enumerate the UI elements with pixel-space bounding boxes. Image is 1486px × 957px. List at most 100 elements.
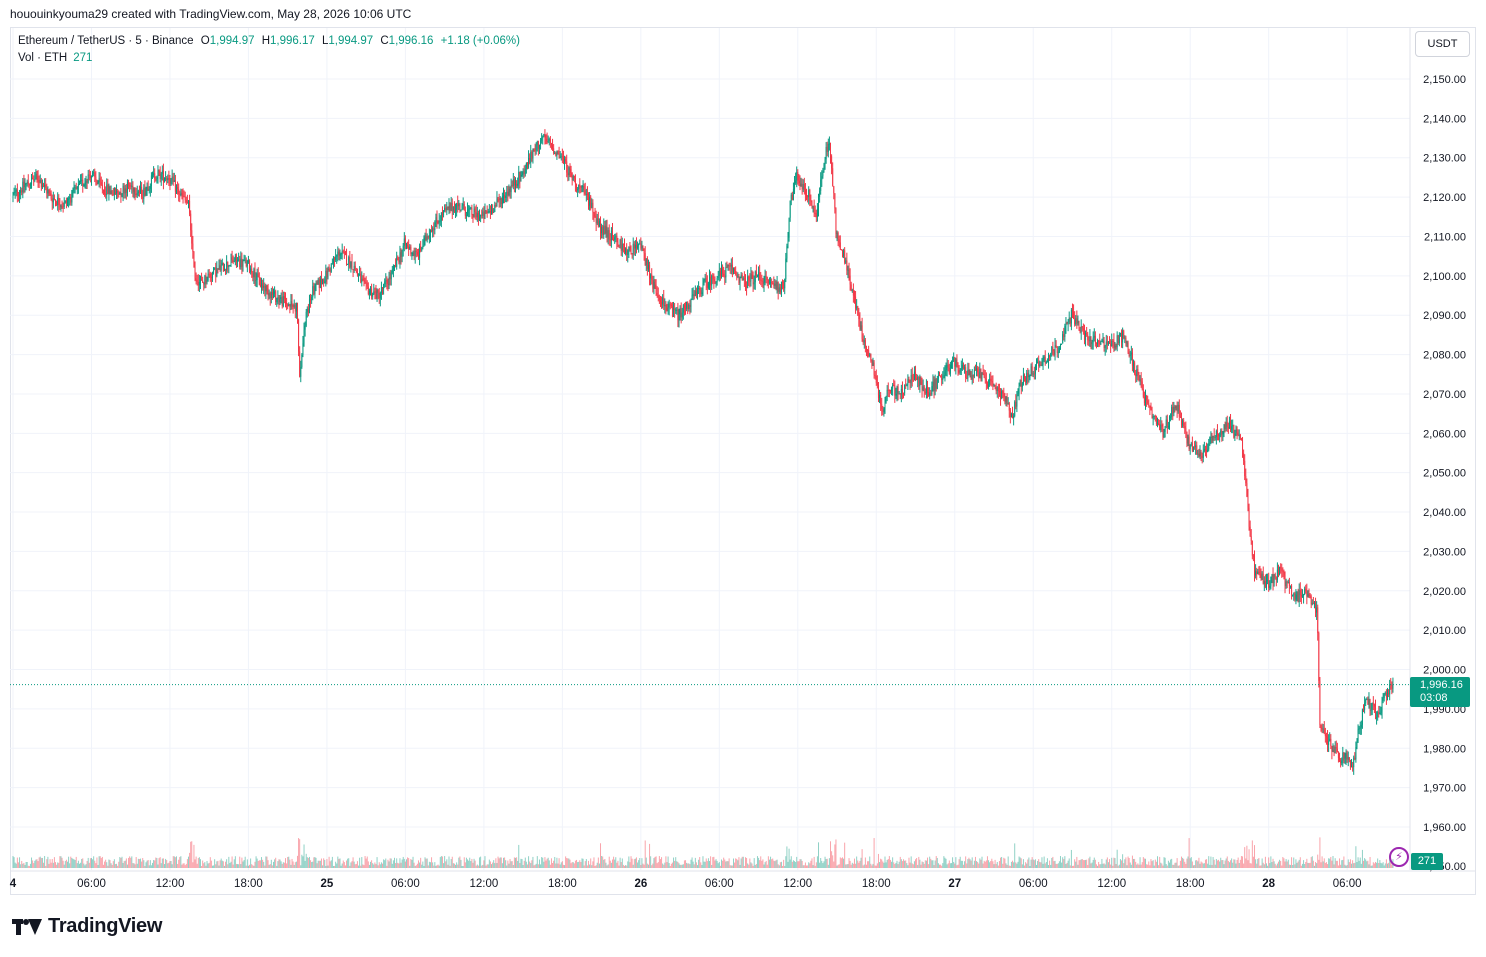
candle-body <box>126 182 128 193</box>
volume-bar <box>1020 858 1022 868</box>
volume-bar <box>431 857 433 868</box>
volume-bar <box>524 857 526 868</box>
volume-bar <box>1051 857 1053 868</box>
candle-body <box>439 220 441 222</box>
candle-body <box>1224 424 1226 430</box>
volume-bar <box>1031 857 1033 868</box>
candle-body <box>253 269 255 278</box>
candle-body <box>368 290 370 295</box>
candle-body <box>780 281 782 293</box>
volume-bar <box>1311 856 1313 868</box>
volume-bar <box>858 862 860 868</box>
volume-bar <box>1038 859 1040 868</box>
candle-body <box>1038 361 1040 366</box>
candle-body <box>947 364 949 368</box>
volume-bar <box>924 860 926 868</box>
candle-body <box>819 190 821 197</box>
volume-bar <box>78 863 80 868</box>
volume-bar <box>394 857 395 868</box>
candle-body <box>535 144 537 151</box>
time-tick-label: 12:00 <box>783 878 812 890</box>
candle-body <box>203 282 205 285</box>
volume-bar <box>120 857 122 868</box>
candle-body <box>1150 408 1152 411</box>
volume-bar <box>73 859 75 868</box>
candle-body <box>783 282 785 289</box>
candle-body <box>1086 333 1088 335</box>
volume-bar <box>85 864 87 868</box>
candle-body <box>138 191 140 193</box>
candle-body <box>172 176 174 182</box>
volume-bar <box>1016 863 1018 868</box>
volume-bar <box>859 860 861 868</box>
volume-bar <box>552 863 554 868</box>
candle-body <box>763 282 765 285</box>
candle-body <box>981 372 983 380</box>
bolt-icon[interactable]: ⚡ <box>1389 847 1409 867</box>
candle-body <box>1143 396 1145 404</box>
volume-bar <box>1026 863 1028 868</box>
volume-bar <box>294 862 296 868</box>
volume-bar <box>716 860 718 868</box>
volume-bar <box>261 857 263 868</box>
volume-bar <box>338 858 340 868</box>
candle-body <box>281 297 283 306</box>
candle-body <box>556 151 558 156</box>
candle-body <box>109 186 111 194</box>
candle-body <box>683 305 685 308</box>
candle-body <box>647 265 649 270</box>
candle-body <box>752 274 754 285</box>
candle-body <box>1269 586 1271 588</box>
volume-bar <box>513 857 515 868</box>
candle-body <box>375 291 377 299</box>
volume-bar <box>1129 862 1131 868</box>
candle-body <box>491 208 493 213</box>
volume-bar <box>48 863 50 868</box>
candle-body <box>1254 556 1256 576</box>
volume-bar <box>147 860 149 868</box>
volume-bar <box>731 865 733 868</box>
candle-body <box>1094 335 1096 343</box>
volume-bar <box>49 859 51 868</box>
candle-body <box>1037 361 1039 363</box>
volume-bar <box>373 864 375 868</box>
volume-bar <box>415 865 417 868</box>
volume-bar <box>566 858 568 868</box>
candle-body <box>1331 745 1333 752</box>
candle-body <box>1322 728 1324 730</box>
volume-bar <box>887 859 889 868</box>
volume-bar <box>1297 861 1299 868</box>
volume-bar <box>806 865 808 868</box>
volume-bar <box>1324 862 1326 868</box>
candle-body <box>506 191 508 196</box>
volume-bar <box>1254 845 1256 868</box>
candle-body <box>300 366 302 377</box>
candle-body <box>749 280 751 282</box>
candle-body <box>388 277 390 286</box>
volume-bar <box>1041 857 1043 868</box>
candle-body <box>273 293 275 295</box>
volume-bar <box>983 860 985 868</box>
candle-body <box>1027 372 1029 378</box>
candle-body <box>919 376 921 387</box>
candle-body <box>935 379 937 389</box>
volume-bar <box>1104 864 1106 868</box>
volume-bar <box>242 861 244 868</box>
candle-body <box>460 209 462 211</box>
candle-body <box>852 289 854 296</box>
candle-body <box>670 304 672 307</box>
candle-body <box>1310 596 1312 605</box>
volume-bar <box>1263 864 1265 868</box>
candle-body <box>1297 591 1299 602</box>
volume-bar <box>325 865 327 868</box>
volume-bar <box>1063 859 1065 868</box>
candle-body <box>356 272 358 276</box>
volume-bar <box>24 864 26 868</box>
candle-body <box>1128 352 1130 356</box>
volume-bar <box>688 863 690 868</box>
candle-body <box>802 183 804 190</box>
volume-bar <box>70 856 72 868</box>
currency-button[interactable]: USDT <box>1415 31 1470 57</box>
volume-bar <box>440 856 442 868</box>
